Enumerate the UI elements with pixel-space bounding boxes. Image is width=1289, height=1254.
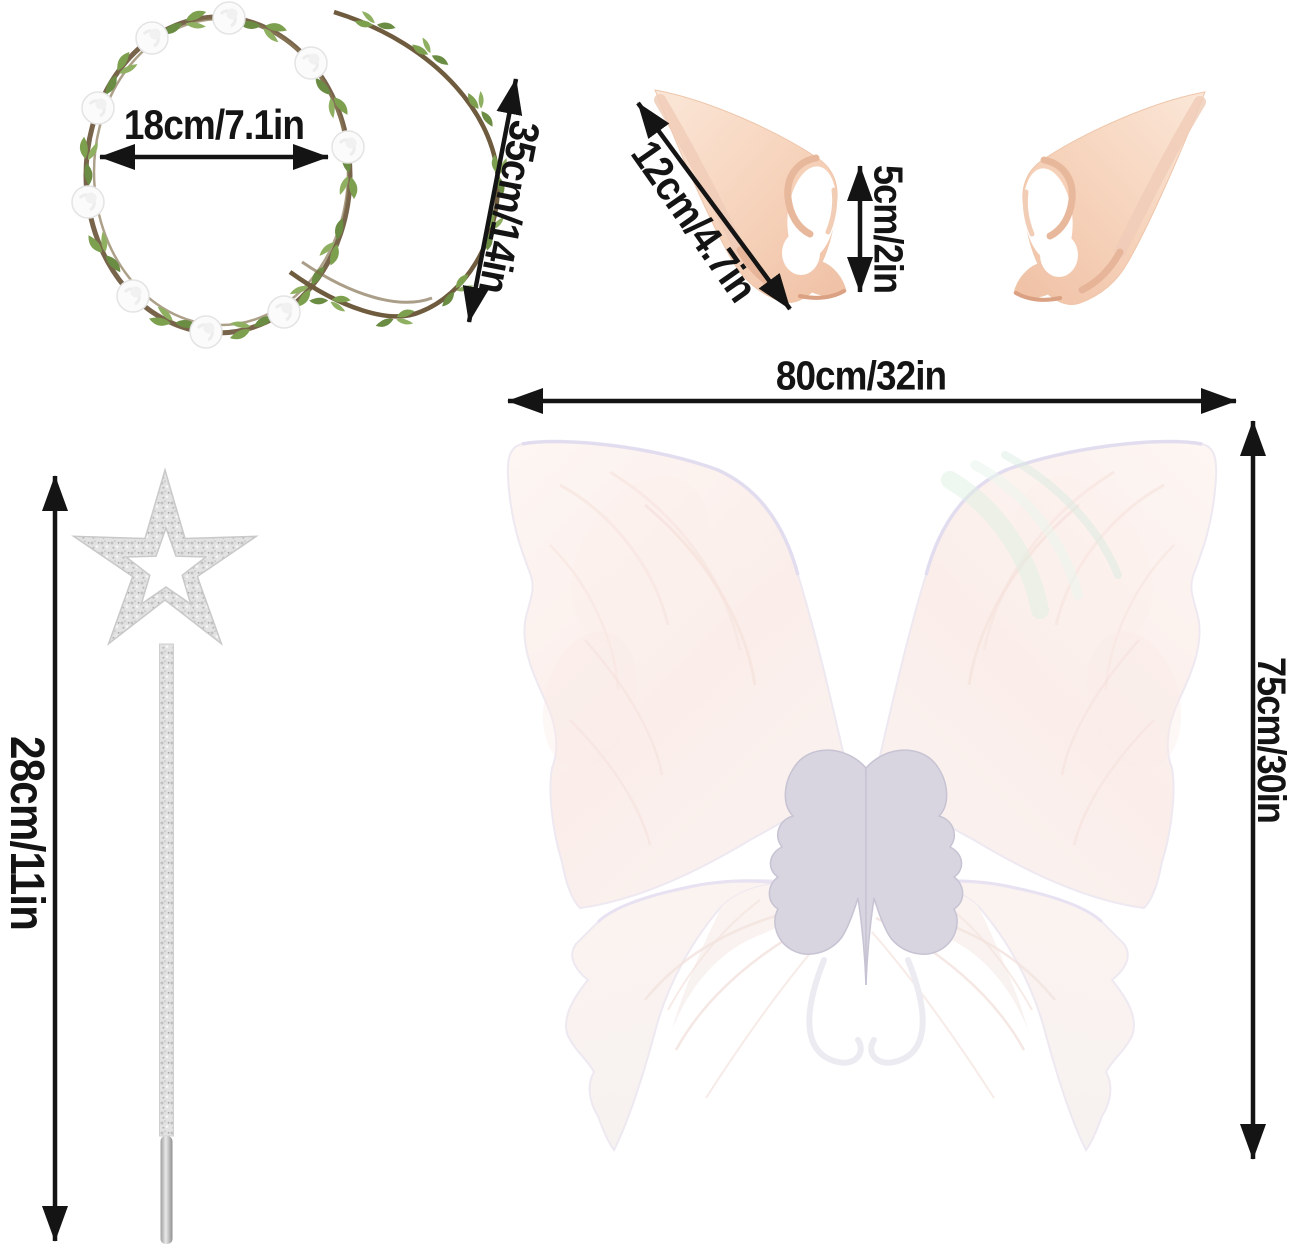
elf-ear-right [1014, 92, 1205, 305]
ear-hollow-2 [782, 231, 820, 275]
ear-height-label: 5cm/2in [865, 164, 912, 294]
ear-helix-strip [825, 187, 838, 235]
flower-crown-illustration [70, 0, 366, 350]
ear-length-arrow [636, 101, 792, 311]
wings-height-label: 75cm/30in [1249, 656, 1289, 824]
star-wand-illustration [71, 467, 259, 1244]
dimension-annotations [41, 78, 1267, 1242]
wand-star [71, 467, 259, 646]
strap-left [806, 957, 864, 1066]
wand-length-label: 28cm/11in [0, 735, 53, 931]
fairy-wings-illustration [506, 439, 1218, 1152]
wing-iridescent-sheen [941, 451, 1122, 619]
ear-lobe-curl [798, 289, 846, 300]
crown-vine-arrow [462, 78, 523, 323]
wing-lower-left [565, 879, 849, 1152]
wing-straps [806, 957, 926, 1066]
strap-right [868, 957, 926, 1066]
wand-rod [159, 643, 174, 1137]
crown-diameter-label: 18cm/7.1in [123, 101, 305, 148]
crown-flowers [70, 0, 366, 350]
wings-width-label: 80cm/32in [775, 352, 947, 399]
wing-upper-left [506, 439, 851, 910]
wings-center-body [768, 749, 867, 986]
wand-rod-tip [160, 1136, 173, 1244]
vine-stem-2 [301, 260, 433, 304]
